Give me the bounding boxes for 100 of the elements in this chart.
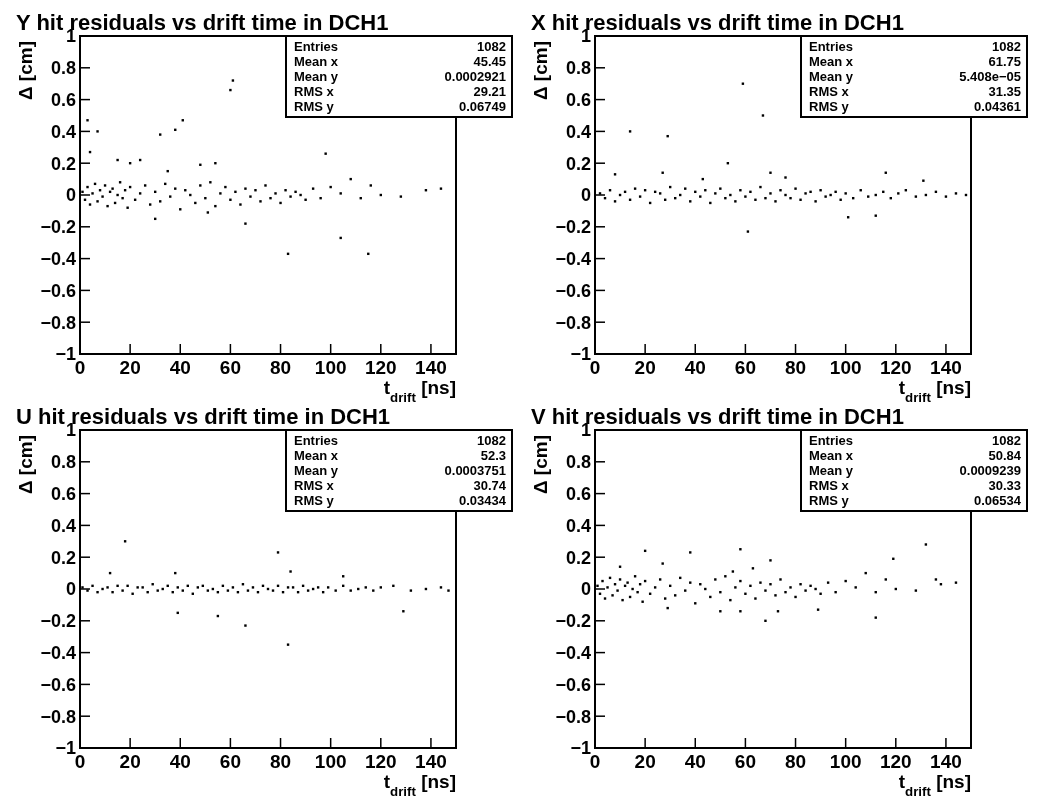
y-tick-label: 0.8 — [50, 452, 76, 473]
y-tick-label: 0.2 — [565, 153, 591, 174]
y-tick-label: −0.4 — [40, 248, 76, 269]
y-axis-title: Δ [cm] — [15, 435, 36, 495]
text: 31.35 — [988, 84, 1021, 99]
annotation: 0.0009239 — [959, 463, 1021, 478]
text: 0.03434 — [459, 493, 507, 508]
annotation: RMS y — [809, 99, 850, 114]
x-tick-label: 140 — [415, 357, 447, 378]
x-axis-title: t$_{drift}$ [ns] — [383, 771, 456, 799]
x-tick-label: 80 — [784, 357, 807, 378]
text: 0.06534 — [974, 493, 1022, 508]
y-tick-label: 0.2 — [565, 547, 591, 568]
x-tick-label: 120 — [879, 357, 912, 378]
y-tick-label: 0.8 — [565, 452, 591, 473]
y-tick-label: 0.6 — [565, 89, 591, 110]
text: 45.45 — [473, 54, 506, 69]
y-tick-label: −0.8 — [555, 706, 591, 727]
y-tick-label: −0.2 — [40, 611, 76, 632]
x-tick-label: 120 — [879, 751, 912, 772]
y-tick-label: 0.6 — [565, 483, 591, 504]
y-tick-label: −0.6 — [555, 674, 591, 695]
annotation: Entries — [809, 433, 854, 448]
annotation: RMS x — [809, 84, 850, 99]
text: 1082 — [992, 39, 1021, 54]
x-tick-label: 40 — [684, 751, 706, 772]
x-tick-label: 80 — [269, 357, 292, 378]
text: 50.84 — [988, 448, 1022, 463]
y-tick-label: −0.6 — [40, 280, 76, 301]
text: 1082 — [992, 433, 1021, 448]
x-tick-label: 80 — [784, 751, 807, 772]
annotation: 0.0003751 — [444, 463, 506, 478]
annotation: RMS y — [294, 493, 335, 508]
y-tick-label: 0.4 — [565, 515, 591, 536]
x-tick-label: 60 — [734, 357, 756, 378]
x-tick-label: 40 — [169, 357, 191, 378]
x-tick-label: 20 — [634, 751, 656, 772]
y-tick-label: −0.2 — [40, 217, 76, 238]
x-tick-label: 20 — [119, 357, 141, 378]
y-tick-label: −0.4 — [555, 642, 591, 663]
annotation: Mean x — [294, 54, 339, 69]
x-tick-label: 20 — [119, 751, 141, 772]
x-tick-label: 60 — [219, 357, 241, 378]
y-tick-label: −0.6 — [40, 674, 76, 695]
x-tick-label: 80 — [269, 751, 292, 772]
y-tick-label: −0.6 — [555, 280, 591, 301]
x-tick-label: 60 — [219, 751, 241, 772]
x-tick-label: 140 — [415, 751, 447, 772]
text: 61.75 — [988, 54, 1021, 69]
y-tick-label: 0.2 — [50, 547, 76, 568]
annotation: Mean x — [809, 54, 854, 69]
annotation: 5.408e−05 — [959, 69, 1021, 84]
y-tick-label: 0.6 — [50, 89, 76, 110]
x-tick-label: 60 — [734, 751, 756, 772]
y-tick-label: 0 — [580, 579, 591, 600]
y-tick-label: −1 — [570, 738, 591, 759]
y-axis-title: Δ [cm] — [15, 41, 36, 101]
y-tick-label: −0.8 — [555, 312, 591, 333]
x-tick-label: 120 — [364, 751, 397, 772]
y-tick-label: 0 — [65, 579, 76, 600]
y-tick-label: 0 — [65, 185, 76, 206]
y-tick-label: 0.4 — [50, 121, 76, 142]
y-tick-label: 0.8 — [50, 58, 76, 79]
y-tick-label: 0 — [580, 185, 591, 206]
annotation: Mean y — [809, 463, 854, 478]
x-tick-label: 120 — [364, 357, 397, 378]
y-tick-label: −1 — [55, 344, 76, 365]
y-tick-label: −1 — [570, 344, 591, 365]
y-tick-label: −0.4 — [555, 248, 591, 269]
annotation: RMS x — [294, 478, 335, 493]
annotation: Mean x — [294, 448, 339, 463]
y-tick-label: −0.4 — [40, 642, 76, 663]
y-tick-label: 0.4 — [565, 121, 591, 142]
text: 30.74 — [473, 478, 507, 493]
text: 30.33 — [988, 478, 1021, 493]
x-axis-title: t$_{drift}$ [ns] — [383, 377, 456, 405]
annotation: RMS y — [809, 493, 850, 508]
text: 0.06749 — [459, 99, 506, 114]
annotation: Mean y — [809, 69, 854, 84]
text: 1082 — [477, 39, 506, 54]
annotation: Mean y — [294, 463, 339, 478]
y-tick-label: −0.8 — [40, 706, 76, 727]
y-tick-label: −1 — [55, 738, 76, 759]
text: 52.3 — [480, 448, 506, 463]
x-tick-label: 40 — [169, 751, 191, 772]
x-tick-label: 100 — [314, 357, 347, 378]
annotation: Entries — [294, 433, 339, 448]
y-axis-title: Δ [cm] — [530, 41, 551, 101]
text: 1082 — [477, 433, 506, 448]
y-tick-label: 0.8 — [565, 58, 591, 79]
y-tick-label: −0.2 — [555, 217, 591, 238]
annotation: RMS x — [294, 84, 335, 99]
x-tick-label: 20 — [634, 357, 656, 378]
text: 0.04361 — [974, 99, 1021, 114]
x-axis-title: t$_{drift}$ [ns] — [898, 377, 971, 405]
x-tick-label: 100 — [829, 357, 862, 378]
y-tick-label: 0.6 — [50, 483, 76, 504]
x-tick-label: 140 — [930, 357, 962, 378]
y-tick-label: 0.4 — [50, 515, 76, 536]
x-tick-label: 40 — [684, 357, 706, 378]
